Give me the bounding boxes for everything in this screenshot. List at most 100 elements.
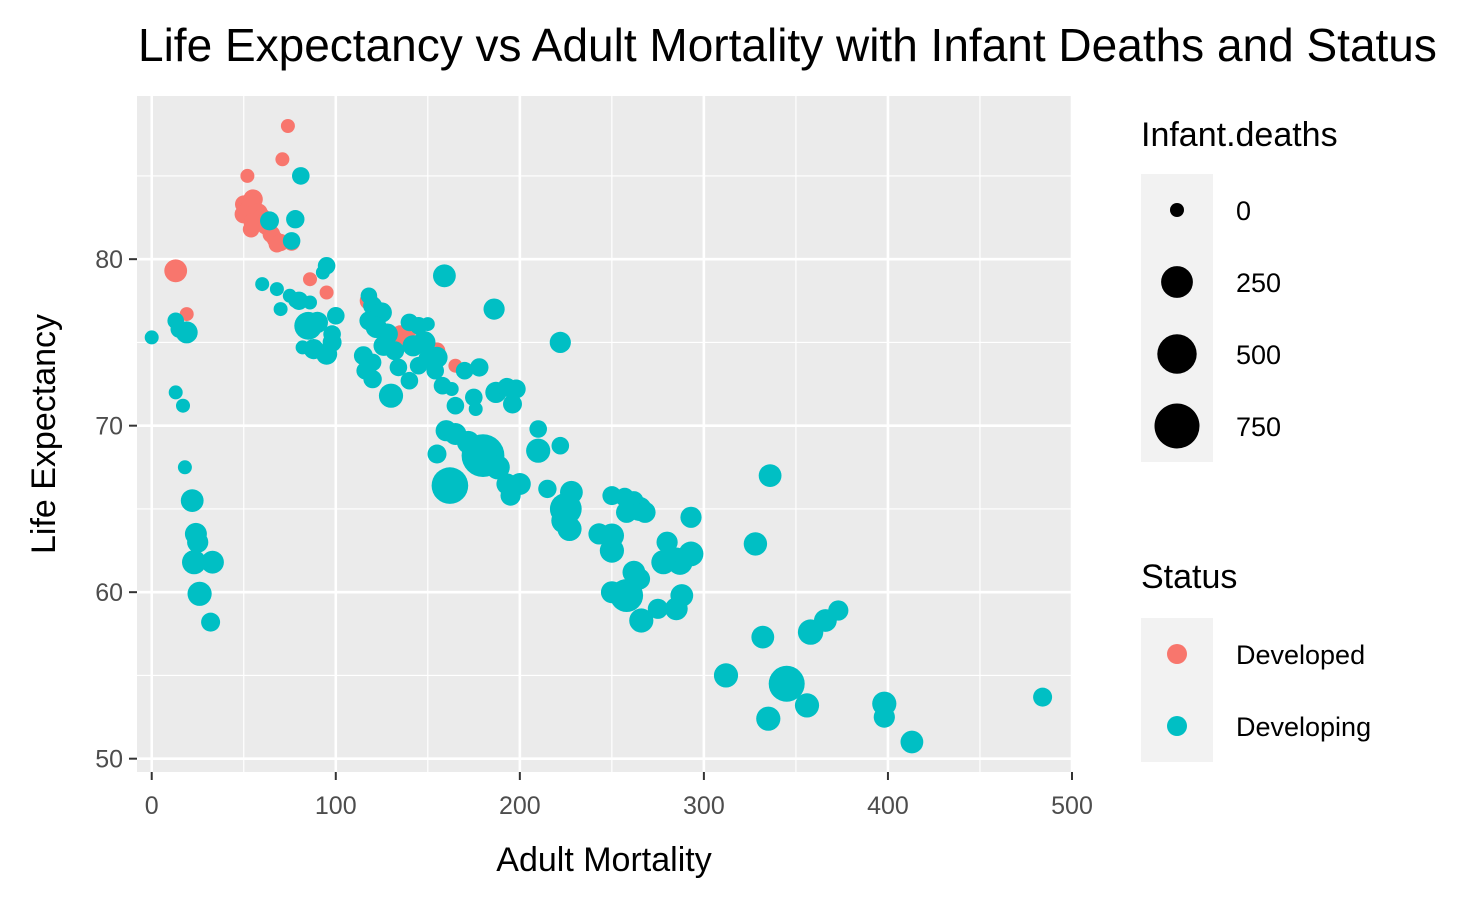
plot-panel [137, 96, 1072, 772]
point-developing [557, 516, 582, 542]
point-developing [201, 550, 224, 574]
x-tick-label: 100 [315, 792, 357, 820]
point-developing [292, 167, 310, 185]
point-developing [282, 232, 301, 250]
point-developing [538, 479, 557, 499]
point-developing [670, 584, 694, 607]
data-points [144, 119, 1053, 754]
point-developing [1033, 687, 1053, 707]
point-developing [751, 625, 775, 649]
size-legend-key [1157, 334, 1197, 374]
point-developing [446, 396, 465, 415]
point-developing [616, 501, 638, 523]
x-tick-label: 400 [867, 792, 909, 820]
color-legend-title: Status [1141, 558, 1237, 596]
point-developing [426, 361, 445, 380]
y-tick-label: 70 [95, 413, 123, 441]
chart-title: Life Expectancy vs Adult Mortality with … [138, 19, 1437, 71]
point-developing [168, 385, 183, 400]
point-developing [768, 665, 805, 702]
color-legend-keys-bg [1141, 618, 1213, 762]
point-developing [483, 298, 505, 320]
point-developed [240, 168, 255, 183]
point-developing [560, 480, 583, 504]
point-developing [549, 331, 571, 353]
point-developing [529, 420, 547, 438]
point-developing [470, 358, 489, 377]
point-developing [468, 402, 483, 416]
point-developing [508, 473, 531, 495]
point-developed [303, 272, 317, 287]
point-developing [873, 706, 895, 728]
size-legend-label: 750 [1236, 412, 1281, 442]
size-legend-label: 250 [1236, 268, 1281, 298]
point-developing [400, 371, 419, 390]
point-developing [177, 460, 192, 475]
point-developing [526, 438, 551, 463]
x-tick-label: 500 [1051, 792, 1093, 820]
size-legend-key [1161, 266, 1193, 298]
point-developing [678, 541, 704, 567]
point-developing [323, 325, 341, 343]
point-developing [144, 330, 159, 345]
point-developing [182, 550, 207, 575]
x-tick-label: 0 [145, 792, 159, 820]
y-axis-title: Life Expectancy [25, 314, 63, 554]
point-developed [164, 259, 188, 283]
x-tick-label: 300 [683, 792, 725, 820]
point-developing [599, 523, 625, 548]
point-developing [647, 598, 669, 619]
color-legend-label: Developing [1236, 712, 1371, 742]
color-legend-key [1167, 644, 1187, 664]
point-developing [794, 693, 820, 718]
color-legend-label: Developed [1236, 640, 1365, 670]
point-developed [242, 220, 260, 238]
point-developing [551, 436, 570, 455]
point-developing [431, 467, 469, 504]
x-axis-ticks: 0 100 200 300 400 500 [145, 772, 1093, 820]
point-developing [455, 361, 474, 380]
point-developing [289, 291, 309, 310]
point-developing [444, 382, 459, 396]
point-developed [275, 152, 290, 167]
point-developing [651, 550, 676, 575]
point-developing [634, 501, 656, 523]
point-developing [400, 313, 419, 332]
point-developing [628, 568, 651, 590]
point-developing [433, 264, 456, 288]
y-axis-ticks: 50 60 70 80 [95, 246, 137, 774]
point-developing [260, 211, 279, 231]
y-tick-label: 60 [95, 579, 123, 607]
point-developing [327, 307, 345, 325]
point-developing [385, 341, 405, 361]
point-developing [465, 388, 483, 407]
point-developing [187, 581, 212, 606]
point-developing [680, 506, 702, 528]
size-legend-key [1154, 403, 1200, 449]
point-developing [402, 335, 424, 357]
point-developing [656, 531, 678, 553]
color-legend: Developed Developing [1167, 640, 1371, 742]
point-developing [201, 612, 221, 632]
color-legend-key [1167, 716, 1187, 736]
point-developing [255, 277, 270, 292]
point-developing [758, 464, 782, 487]
point-developed [319, 285, 334, 300]
point-developing [273, 302, 288, 317]
point-developing [176, 398, 190, 413]
point-developing [269, 282, 284, 297]
point-developed [280, 119, 295, 133]
point-developing [175, 321, 198, 344]
point-developing [427, 444, 447, 464]
point-developing [180, 489, 204, 512]
size-legend-key [1170, 203, 1184, 217]
size-legend-title: Infant.deaths [1141, 116, 1338, 154]
point-developing [503, 394, 522, 414]
point-developing [286, 210, 305, 229]
size-legend: 0 250 500 750 [1154, 196, 1281, 449]
x-tick-label: 200 [499, 792, 541, 820]
point-developing [378, 383, 404, 408]
point-developing [306, 311, 328, 333]
point-developing [713, 663, 739, 688]
point-developing [317, 257, 336, 275]
